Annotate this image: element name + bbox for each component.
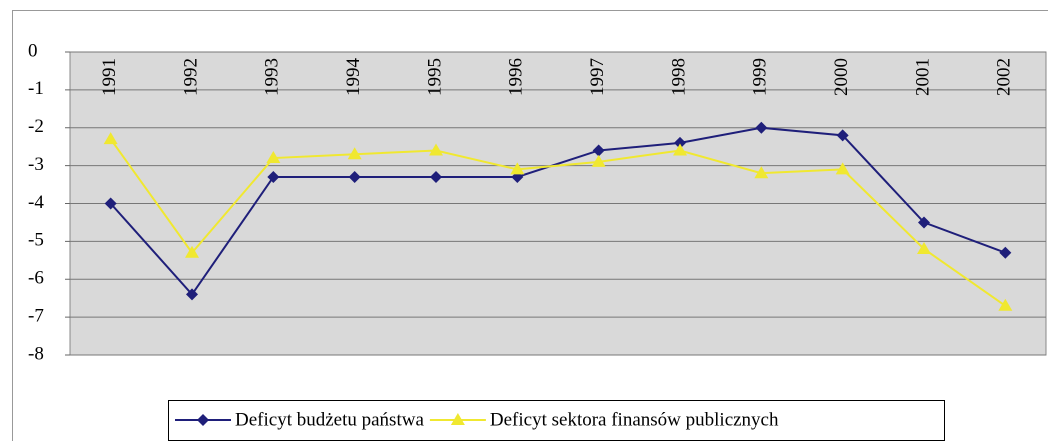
x-tick-label: 1997 [587,58,608,96]
y-tick-label: -4 [28,192,44,213]
x-tick-label: 1992 [180,58,201,96]
x-tick-label: 1998 [668,58,689,96]
marker [186,288,198,301]
x-tick-label: 1991 [99,58,120,96]
marker [673,143,687,156]
marker [185,245,199,258]
x-tick-label: 2002 [994,58,1015,96]
marker [918,216,930,229]
marker [835,162,850,175]
series-line [109,126,1006,297]
x-tick-label: 1993 [262,58,283,96]
y-tick-label: 0 [28,40,38,61]
legend-label: Deficyt sektora finansów publicznych [490,409,779,430]
series-line [109,138,1006,307]
marker [510,162,525,175]
y-tick-label: -5 [28,230,44,251]
marker [267,170,280,183]
legend-marker [197,414,209,426]
marker [998,298,1013,311]
marker [836,129,849,142]
y-tick-label: -6 [28,268,44,289]
x-tick-label: 1996 [506,58,527,96]
x-tick-label: 1999 [750,58,771,96]
marker [591,154,606,167]
marker [347,147,362,160]
y-tick-label: -7 [28,305,44,326]
x-tick-label: 2001 [912,58,933,96]
legend-box [168,400,945,441]
y-tick-label: -8 [28,343,44,364]
y-tick-label: -3 [28,154,44,175]
marker [429,143,443,156]
marker [348,170,361,183]
marker [592,144,605,157]
marker [917,241,931,254]
marker [103,132,118,145]
marker [266,151,281,164]
marker [999,246,1012,259]
marker [430,170,442,183]
y-tick-label: -2 [28,116,44,137]
legend-marker [450,413,465,425]
legend-label: Deficyt budżetu państwa [235,409,424,430]
marker [674,136,686,149]
marker [754,166,769,179]
marker [104,197,117,210]
y-tick-label: -1 [28,78,44,99]
x-tick-label: 2000 [831,58,852,96]
x-tick-label: 1995 [424,58,445,96]
marker [755,121,768,134]
x-tick-label: 1994 [343,58,364,97]
